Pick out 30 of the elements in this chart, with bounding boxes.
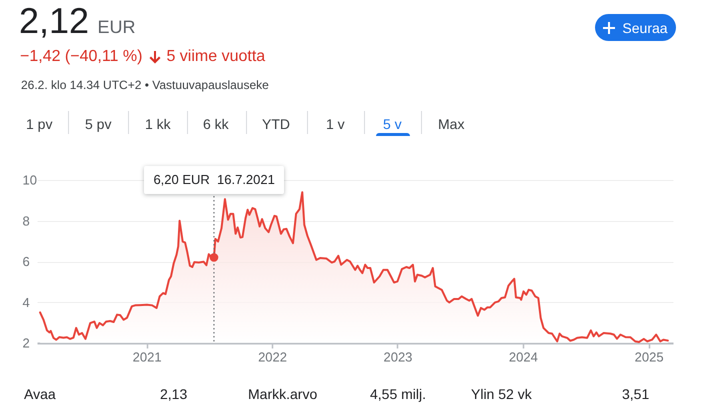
- y-tick-label: 2: [22, 336, 30, 350]
- chart-subtitle: −1,42 (−40,11 %): [20, 47, 142, 67]
- text: 3,51: [622, 386, 650, 402]
- chart-title: 2,12 EUR: [19, 0, 136, 41]
- y-tick-label: 6: [22, 254, 30, 269]
- text: 5 viime vuotta: [166, 47, 266, 67]
- x-tick-label: 2021: [132, 350, 162, 364]
- y-tick-label: 4: [22, 294, 30, 310]
- y-tick-label: 10: [22, 172, 37, 188]
- button: Seuraa: [595, 14, 676, 41]
- text: 2,13: [160, 386, 188, 402]
- text: Avaa: [24, 386, 56, 402]
- text: 5 pv: [85, 115, 112, 134]
- text: 26.2. klo 14.34 UTC+2 • Vastuuvapauslauseke: [21, 78, 269, 92]
- text: YTD: [262, 115, 290, 134]
- text: 1 v: [326, 115, 345, 134]
- x-tick-label: 2025: [634, 350, 664, 364]
- text: Ylin 52 vk: [471, 386, 532, 402]
- x-tick-label: 2022: [258, 350, 287, 364]
- text: Max: [438, 115, 464, 134]
- tooltip: 6,20 EUR 16.7.2021: [144, 166, 284, 194]
- x-tick-label: 2023: [383, 350, 412, 364]
- x-tick-label: 2024: [508, 350, 538, 364]
- text: 1 kk: [145, 115, 171, 134]
- text: 6 kk: [203, 115, 229, 134]
- text: 4,55 milj.: [370, 386, 426, 402]
- y-tick-label: 8: [22, 213, 30, 228]
- text: 1 pv: [26, 115, 52, 134]
- text: Markk.arvo: [248, 386, 318, 402]
- text: 5 v: [383, 115, 402, 134]
